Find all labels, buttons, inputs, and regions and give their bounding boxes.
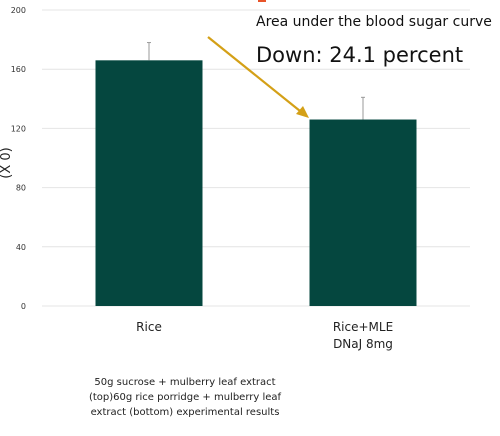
- annotation-arrow: [207, 36, 306, 116]
- y-tick-label-1: 40: [16, 243, 26, 252]
- annotation-delta: Down: 24.1 percent: [256, 43, 463, 67]
- y-tick-label-5: 200: [11, 6, 26, 15]
- caption-line-2: (top)60g rice porridge + mulberry leaf: [88, 392, 282, 403]
- caption-line-3: extract (bottom) experimental results: [90, 407, 280, 418]
- category-label-1: Rice+MLE DNaJ 8mg: [333, 320, 393, 351]
- bars: [95, 60, 417, 307]
- bar-0: [95, 60, 203, 306]
- chart-caption: 50g sucrose + mulberry leaf extract (top…: [0, 375, 370, 420]
- annotation-arrow-head: [296, 106, 309, 118]
- category-label-line: Rice+MLE: [333, 320, 393, 334]
- y-tick-label-2: 80: [16, 184, 26, 193]
- y-tick-labels: 0 40 80 120 160 200: [11, 6, 26, 311]
- top-accent-mark: [258, 0, 266, 2]
- bar-1: [309, 119, 417, 307]
- category-label-line: DNaJ 8mg: [333, 337, 393, 351]
- y-tick-label-4: 160: [11, 65, 26, 74]
- y-tick-label-0: 0: [21, 302, 26, 311]
- category-label-line: Rice: [136, 320, 162, 334]
- y-tick-label-3: 120: [11, 124, 26, 133]
- annotation: Area under the blood sugar curve Down: 2…: [207, 14, 492, 118]
- annotation-title: Area under the blood sugar curve: [256, 14, 492, 30]
- y-axis-label: (X 0): [0, 147, 14, 178]
- category-label-0: Rice: [136, 320, 162, 334]
- category-labels: Rice Rice+MLE DNaJ 8mg: [136, 320, 393, 351]
- error-bars: [147, 42, 365, 120]
- caption-line-1: 50g sucrose + mulberry leaf extract: [94, 377, 276, 388]
